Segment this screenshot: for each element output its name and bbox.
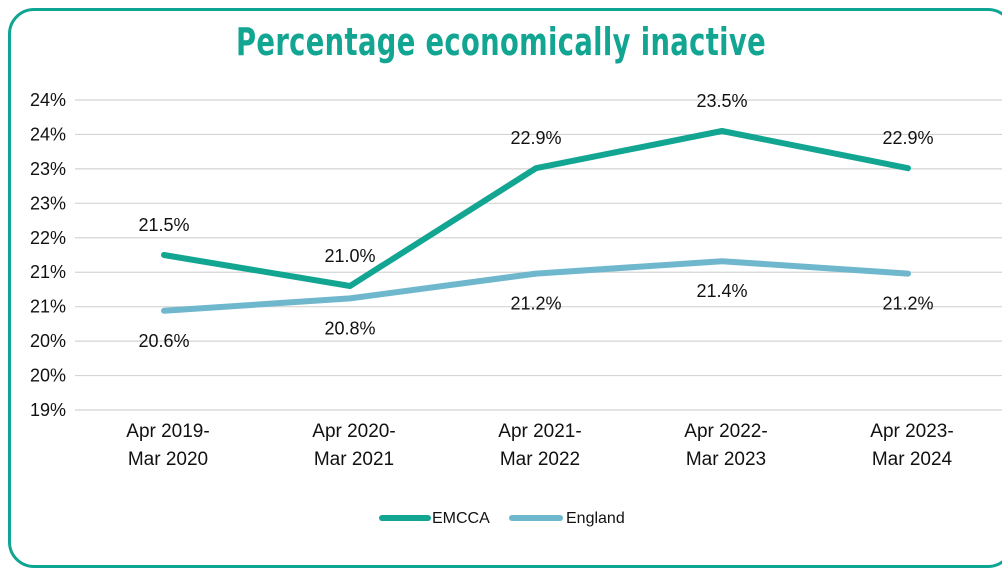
data-label: 21.4% — [696, 281, 747, 301]
y-tick-label: 24% — [30, 90, 66, 110]
data-label: 22.9% — [510, 128, 561, 148]
y-tick-label: 22% — [30, 228, 66, 248]
y-tick-label: 21% — [30, 262, 66, 282]
data-label: 21.5% — [138, 215, 189, 235]
x-tick-label: Apr 2019-Mar 2020 — [126, 421, 209, 470]
chart-title: Percentage economically inactive — [235, 20, 766, 64]
series-line-emcca — [161, 128, 911, 289]
y-axis-ticks: 19% 20% 20% 21% 21% 22% 23% 23% 24% 24% — [30, 90, 66, 420]
y-tick-label: 24% — [30, 124, 66, 144]
y-tick-label: 20% — [30, 331, 66, 351]
data-labels: 21.5% 21.0% 22.9% 23.5% 22.9% 20.6% 20.8% 21.2%… — [138, 91, 933, 351]
x-tick-label: Apr 2022-Mar 2023 — [684, 421, 767, 470]
data-label: 21.2% — [882, 294, 933, 314]
series-lines — [161, 128, 911, 314]
legend-label: EMCCA — [432, 510, 490, 527]
data-label: 23.5% — [696, 91, 747, 111]
x-tick-label: Apr 2021-Mar 2022 — [498, 421, 581, 470]
x-tick-label: Apr 2023-Mar 2024 — [870, 421, 953, 470]
line-chart: 19% 20% 20% 21% 21% 22% 23% 23% 24% 24% Apr 2019-… — [30, 90, 1002, 527]
x-axis-ticks: Apr 2019-Mar 2020 Apr 2020-Mar 2021 Apr 20… — [126, 421, 953, 470]
legend-label: England — [566, 510, 625, 527]
y-tick-label: 19% — [30, 400, 66, 420]
data-label: 20.6% — [138, 331, 189, 351]
chart-card — [8, 8, 1002, 568]
series-line-england — [161, 258, 911, 314]
y-tick-label: 23% — [30, 193, 66, 213]
x-tick-label: Apr 2020-Mar 2021 — [312, 421, 395, 470]
data-label: 22.9% — [882, 128, 933, 148]
data-label: 21.0% — [324, 246, 375, 266]
data-label: 20.8% — [324, 318, 375, 338]
y-tick-label: 21% — [30, 297, 66, 317]
data-label: 21.2% — [510, 294, 561, 314]
y-tick-label: 20% — [30, 366, 66, 386]
legend: EMCCA England — [379, 510, 625, 527]
y-tick-label: 23% — [30, 159, 66, 179]
